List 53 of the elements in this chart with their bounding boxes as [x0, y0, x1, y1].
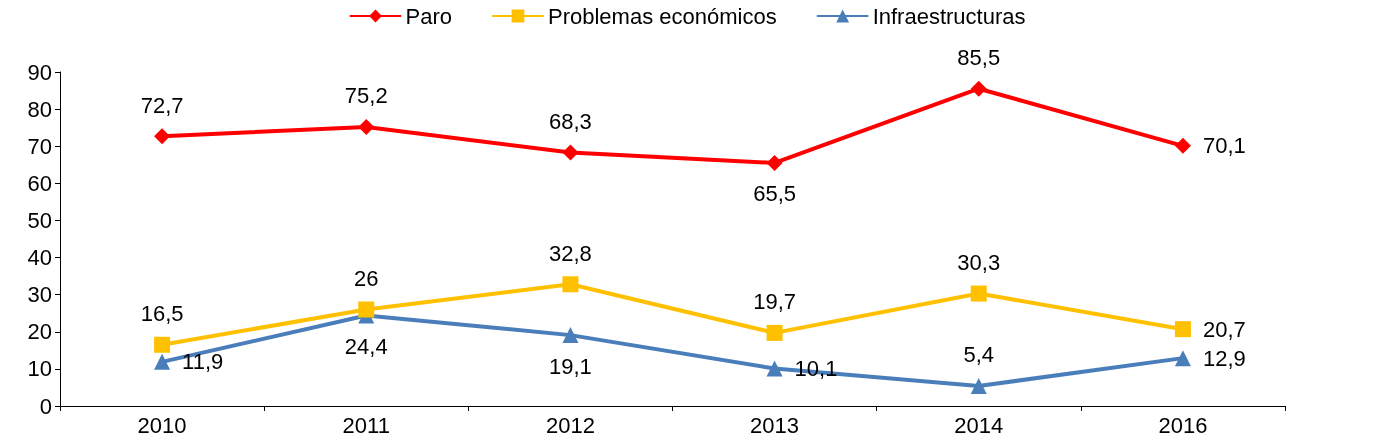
point: [562, 327, 579, 344]
legend-label: Paro: [405, 3, 452, 29]
y-tick-label: 70: [27, 133, 52, 159]
data-label: 12,9: [1202, 345, 1246, 371]
y-tick-label: 50: [27, 207, 52, 233]
legend-label: Problemas económicos: [547, 3, 777, 29]
point: [970, 80, 987, 97]
point: [562, 144, 579, 161]
y-tick-label: 10: [27, 356, 52, 382]
y-tick-label: 60: [27, 170, 52, 196]
point: [358, 118, 375, 135]
data-label: 30,3: [957, 250, 1001, 276]
x-tick-label: 2012: [545, 412, 595, 438]
point: [766, 324, 783, 341]
x-tick-label: 2013: [750, 412, 800, 438]
point: [1174, 350, 1191, 367]
data-label: 19,7: [753, 289, 796, 315]
point: [1174, 321, 1191, 338]
data-label: 26: [354, 266, 379, 292]
data-label: 5,4: [963, 342, 995, 368]
y-tick-label: 40: [27, 245, 52, 271]
x-tick-label: 2010: [137, 412, 187, 438]
y-tick-label: 80: [27, 96, 52, 122]
data-label: 24,4: [344, 333, 388, 359]
data-label: 70,1: [1202, 133, 1246, 159]
data-label: 16,5: [140, 301, 184, 327]
point: [154, 336, 171, 353]
data-label: 65,5: [753, 181, 796, 207]
point: [1174, 137, 1191, 154]
data-label: 11,9: [182, 349, 224, 375]
y-tick-label: 30: [27, 282, 52, 308]
data-label: 32,8: [549, 240, 592, 266]
point: [766, 154, 783, 171]
point: [154, 353, 171, 370]
legend-label: Infraestructuras: [872, 3, 1026, 29]
point: [358, 301, 375, 318]
y-tick-label: 20: [27, 319, 52, 345]
y-tick-label: 0: [39, 393, 52, 419]
data-label: 72,7: [140, 92, 184, 118]
point: [766, 360, 783, 377]
x-tick-label: 2014: [954, 412, 1004, 438]
y-tick-label: 90: [27, 59, 52, 85]
x-tick-label: 2011: [342, 412, 390, 438]
point: [970, 285, 987, 302]
data-label: 75,2: [344, 83, 388, 109]
point: [970, 377, 987, 394]
data-label: 20,7: [1202, 316, 1246, 342]
point: [562, 276, 579, 293]
data-label: 85,5: [957, 45, 1001, 71]
data-label: 19,1: [549, 353, 592, 379]
point: [154, 128, 171, 145]
x-tick-label: 2016: [1158, 412, 1208, 438]
data-label: 68,3: [549, 109, 592, 135]
